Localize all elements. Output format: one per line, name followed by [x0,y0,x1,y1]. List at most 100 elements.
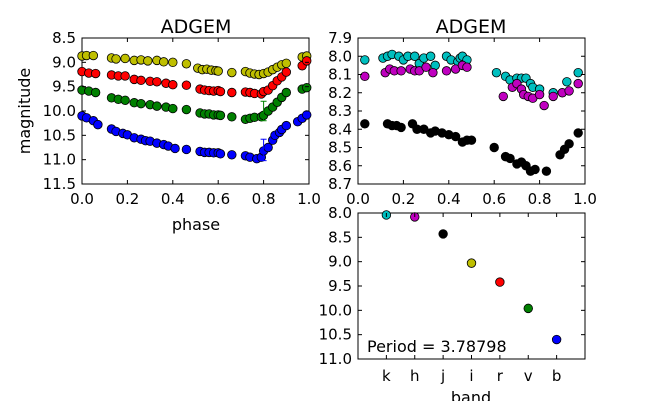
left-x-tick-label: 0.8 [252,190,276,208]
right-top-y-tick-label: 8.7 [328,175,352,193]
right-top-y-tick-label: 8.3 [328,102,352,120]
right-top-data-point [530,164,540,175]
left-data-point [181,144,192,155]
right-bottom-y-tick-label: 8.5 [328,228,352,246]
left-data-point [181,104,192,115]
right-top-data-point [421,62,431,72]
right-top-data-point [573,128,583,138]
left-data-point [93,119,103,130]
band-label-h: h [410,367,420,385]
right-bottom-panel-y-ticks: 8.0 8.5 9.0 9.5 10.0 10.5 11.0 [319,204,585,368]
band-point-j [438,229,448,239]
right-top-data-point [396,66,406,76]
left-data-point [281,67,292,77]
right-top-data-point [491,67,502,78]
left-data-point [136,75,146,86]
left-x-tick-label: 0.2 [115,190,139,208]
right-top-panel-title: ADGEM [436,16,507,38]
right-top-x-tick-label: 0.4 [437,190,461,208]
left-data-point [302,56,312,66]
left-panel-y-ticks: 8.5 9.0 9.5 10.0 10.5 11.0 11.5 [43,29,309,193]
right-top-data-point [534,89,545,100]
right-top-data-point [441,66,452,76]
right-bottom-y-tick-label: 11.0 [319,350,352,368]
left-data-point [111,54,121,64]
left-panel-title: ADGEM [161,16,232,38]
right-top-data-point [360,71,370,82]
right-top-data-point [564,139,574,149]
left-data-point [170,143,180,154]
right-bottom-panel: k h j i r v b 8.0 8.5 9.0 9.5 10.0 10.5 11.0 Period … [319,204,586,401]
left-y-tick-label: 11.5 [43,175,76,193]
band-label-k: k [382,367,391,385]
left-panel-x-ticks: 0.0 0.2 0.4 0.6 0.8 1.0 [70,38,321,208]
left-data-point [159,57,169,67]
left-y-tick-label: 11.0 [43,151,76,169]
left-data-point [136,98,146,109]
right-top-data-point [505,153,515,164]
left-data-point [215,149,226,159]
band-point-r [495,277,505,287]
right-top-data-point [396,122,406,133]
left-data-point [168,80,178,90]
left-data-point [302,82,312,93]
right-top-y-tick-label: 8.2 [328,84,352,102]
left-data-point [215,86,226,97]
right-top-y-tick-label: 7.9 [328,29,352,47]
right-top-y-tick-label: 8.6 [328,157,352,175]
right-top-y-tick-label: 8.5 [328,139,352,157]
left-data-point [281,87,292,98]
right-top-data-point [539,100,549,111]
right-top-data-point [564,86,574,96]
right-top-panel: ADGEM 0.0 0.2 0.4 0.6 0.8 1.0 7.98.08.18.28.3… [328,16,597,208]
left-data-point [302,110,312,120]
band-point-i [466,258,477,268]
right-top-y-tick-label: 8.0 [328,47,352,65]
right-top-x-tick-label: 0.8 [528,190,552,208]
left-x-tick-label: 0.0 [70,190,94,208]
left-x-tick-label: 1.0 [297,190,321,208]
right-bottom-y-tick-label: 8.0 [328,204,352,222]
left-data-point [215,110,226,121]
left-data-point [281,120,292,131]
left-y-tick-label: 10.0 [43,102,76,120]
right-top-data-point [489,142,499,153]
period-annotation: Period = 3.78798 [367,337,507,356]
right-top-x-tick-label: 0.0 [346,190,370,208]
left-data-point [120,71,130,81]
right-top-data-point [548,91,558,102]
right-top-y-tick-label: 8.4 [328,120,352,138]
right-bottom-y-tick-label: 10.5 [319,326,352,344]
left-data-point [181,59,192,69]
right-top-data-point [428,67,438,78]
left-panel: ADGEM 0.0 0.2 0.4 0.6 0.8 1.0 8.5 9.0 9.5 10.0 10… [15,16,321,234]
left-data-point [90,87,101,98]
right-top-panel-x-ticks: 0.0 0.2 0.4 0.6 0.8 1.0 [346,38,597,208]
band-label-b: b [552,367,562,385]
left-data-point [227,150,237,160]
band-point-v [523,303,533,314]
right-top-x-tick-label: 0.2 [391,190,415,208]
right-top-data-point [410,51,420,61]
right-top-data-point [425,51,436,61]
right-top-data-point [573,78,583,89]
right-top-data-point [573,67,583,78]
left-data-point [90,68,101,79]
left-data-point [120,95,130,105]
left-data-point [227,87,237,98]
band-point-b [551,334,562,345]
right-top-panel-y-ticks: 7.98.08.18.28.38.48.58.68.7 [328,29,585,193]
right-top-panel-points [360,49,583,176]
left-panel-points [77,50,312,164]
left-data-point [88,50,99,61]
band-label-v: v [524,367,533,385]
right-bottom-y-tick-label: 10.0 [319,301,352,319]
left-data-point [227,112,237,122]
left-data-point [168,57,178,68]
left-data-point [120,53,130,64]
left-y-tick-label: 9.0 [52,53,76,71]
right-bottom-y-tick-label: 9.5 [328,277,352,295]
right-top-data-point [360,119,370,129]
